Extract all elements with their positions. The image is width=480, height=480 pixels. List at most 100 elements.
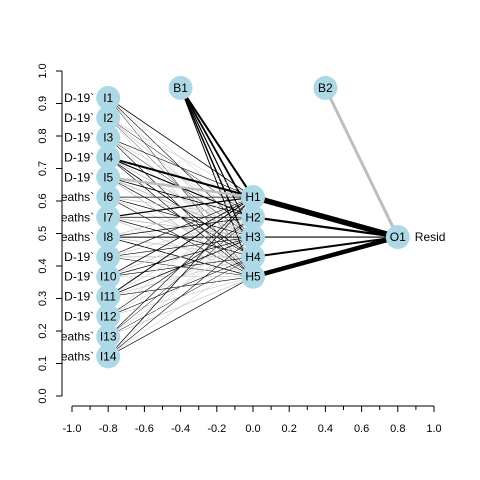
node-i6	[96, 185, 121, 210]
node-label-h3: H3	[245, 230, 261, 244]
node-i11	[96, 284, 121, 309]
edge-i13-h1	[107, 196, 254, 337]
input-variable-label: D-19`	[64, 91, 94, 105]
node-label-i5: I5	[103, 170, 113, 184]
network-nodes: I1 I2 I3 I4 I5 I6 I7 I8 I9 I10 I11 I12 I13 I14 B1 H1 H2 H…	[96, 75, 410, 369]
edge-i9-h1	[107, 196, 254, 258]
x-tick-label: 0.2	[282, 423, 297, 435]
axes: 0.0 0.1 0.2 0.3 0.4 0.5 0.6 0.7 0.8 0.9 1.0 -1.0 -0.…	[37, 63, 442, 435]
node-label-i6: I6	[103, 190, 113, 204]
node-label-b1: B1	[173, 81, 188, 95]
edge-i14-h2	[107, 217, 254, 357]
y-tick-label: 0.0	[37, 388, 49, 403]
edge-i14-h3	[107, 236, 254, 357]
node-label-i2: I2	[103, 111, 113, 125]
input-variable-label: D-19`	[64, 309, 94, 323]
x-tick-label: -0.8	[99, 423, 118, 435]
node-label-h1: H1	[245, 190, 261, 204]
edge-i14-h4	[107, 256, 254, 357]
node-i2	[96, 105, 121, 130]
node-i9	[96, 244, 121, 269]
y-tick-label: 0.7	[37, 161, 49, 176]
input-variable-label: D-19`	[64, 290, 94, 304]
edge-h4-o1	[252, 236, 399, 258]
input-variable-label: D-19`	[64, 270, 94, 284]
y-tick-label: 0.2	[37, 323, 49, 338]
x-tick-label: -0.6	[135, 423, 154, 435]
node-label-i12: I12	[100, 309, 117, 323]
edge-h1-o1	[250, 194, 401, 240]
input-variable-label: D-19`	[64, 250, 94, 264]
node-i1	[96, 85, 121, 110]
edge-i12-h1	[107, 196, 254, 317]
input-variable-label: D-19`	[64, 111, 94, 125]
y-tick-label: 0.1	[37, 356, 49, 371]
network-labels: D-19` D-19` D-19` D-19` D-19` eaths` eaths` eat…	[61, 91, 446, 363]
node-i3	[96, 125, 121, 150]
node-i14	[96, 344, 121, 369]
edge-i1-h1	[107, 97, 254, 198]
edge-i2-h1	[107, 117, 254, 198]
edge-i8-h1	[107, 196, 254, 238]
node-label-o1: O1	[390, 230, 406, 244]
node-label-i8: I8	[103, 230, 113, 244]
y-tick-label: 0.8	[37, 128, 49, 143]
x-tick-label: -1.0	[63, 423, 82, 435]
x-tick-label: 0.4	[318, 423, 333, 435]
node-label-h2: H2	[245, 210, 261, 224]
network-edges	[106, 86, 401, 357]
node-b1	[168, 75, 193, 100]
node-label-h5: H5	[245, 270, 261, 284]
input-variable-label: eaths`	[61, 210, 94, 224]
node-o1	[385, 225, 410, 250]
node-label-i13: I13	[100, 330, 117, 344]
x-tick-label: 0.8	[390, 423, 405, 435]
node-label-h4: H4	[245, 250, 261, 264]
node-label-i11: I11	[100, 290, 116, 304]
node-i10	[96, 264, 121, 289]
x-tick-label: -0.4	[171, 423, 190, 435]
input-variable-label: eaths`	[61, 349, 94, 363]
y-tick-label: 0.3	[37, 291, 49, 306]
edge-i14-h5	[107, 276, 254, 357]
y-tick-label: 0.9	[37, 96, 49, 111]
node-label-i1: I1	[103, 91, 113, 105]
x-tick-label: 1.0	[426, 423, 441, 435]
input-variable-label: D-19`	[64, 150, 94, 164]
x-tick-label: -0.2	[207, 423, 226, 435]
node-label-i4: I4	[103, 150, 113, 164]
edge-i11-h1	[107, 196, 254, 298]
node-h5	[241, 264, 265, 289]
edge-b2-o1	[323, 86, 400, 239]
edge-i5-h1	[106, 176, 255, 199]
node-label-i9: I9	[103, 250, 113, 264]
node-h1	[241, 185, 265, 210]
node-h2	[241, 205, 265, 230]
x-tick-label: 0.0	[245, 423, 260, 435]
input-variable-label: eaths`	[61, 230, 94, 244]
node-label-i14: I14	[100, 349, 117, 363]
node-h4	[241, 244, 265, 269]
edge-i10-h1	[107, 196, 254, 278]
x-tick-label: 0.6	[354, 423, 369, 435]
node-label-i7: I7	[103, 210, 113, 224]
input-variable-label: eaths`	[61, 330, 94, 344]
node-i4	[96, 145, 121, 170]
output-variable-label: Resid	[415, 230, 446, 244]
y-tick-label: 0.5	[37, 226, 49, 241]
y-tick-label: 0.6	[37, 193, 49, 208]
y-tick-label: 1.0	[37, 63, 49, 78]
edge-b1-h1	[179, 86, 254, 199]
edge-i14-h1	[107, 196, 254, 357]
input-variable-label: eaths`	[61, 190, 94, 204]
edge-h5-o1	[250, 234, 401, 279]
node-b2	[313, 75, 338, 100]
node-i7	[96, 205, 121, 230]
node-h3	[241, 225, 265, 250]
edge-i3-h1	[107, 137, 254, 198]
input-variable-label: D-19`	[64, 170, 94, 184]
edge-h2-o1	[251, 216, 399, 239]
node-i5	[96, 165, 121, 190]
edge-i7-h1	[107, 196, 254, 218]
